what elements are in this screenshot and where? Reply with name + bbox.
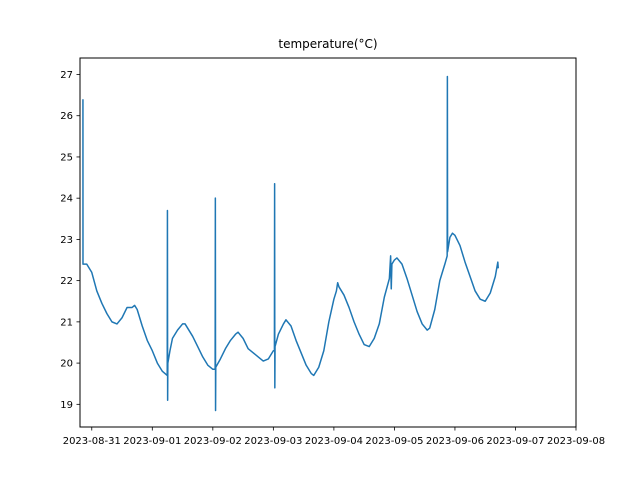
x-tick-label: 2023-09-05 bbox=[365, 436, 423, 447]
x-tick-label: 2023-09-04 bbox=[305, 436, 363, 447]
y-tick-label: 27 bbox=[60, 70, 73, 81]
y-tick-label: 26 bbox=[60, 111, 73, 122]
y-tick-label: 25 bbox=[60, 152, 73, 163]
series-line-0 bbox=[82, 75, 499, 412]
x-tick-label: 2023-09-03 bbox=[244, 436, 302, 447]
y-tick-label: 20 bbox=[60, 359, 73, 370]
y-tick-label: 21 bbox=[60, 317, 73, 328]
chart-title: temperature(°C) bbox=[278, 37, 377, 51]
y-tick-label: 22 bbox=[60, 276, 73, 287]
x-tick-label: 2023-09-02 bbox=[184, 436, 242, 447]
x-tick-label: 2023-09-01 bbox=[123, 436, 181, 447]
y-tick-label: 23 bbox=[60, 235, 73, 246]
x-tick-label: 2023-09-07 bbox=[486, 436, 544, 447]
plot-frame bbox=[79, 57, 577, 428]
x-tick-label: 2023-08-31 bbox=[63, 436, 121, 447]
y-tick-label: 24 bbox=[60, 194, 73, 205]
x-tick-label: 2023-09-08 bbox=[547, 436, 605, 447]
x-tick-label: 2023-09-06 bbox=[426, 436, 484, 447]
series-layer bbox=[82, 75, 499, 412]
y-tick-label: 19 bbox=[60, 400, 73, 411]
